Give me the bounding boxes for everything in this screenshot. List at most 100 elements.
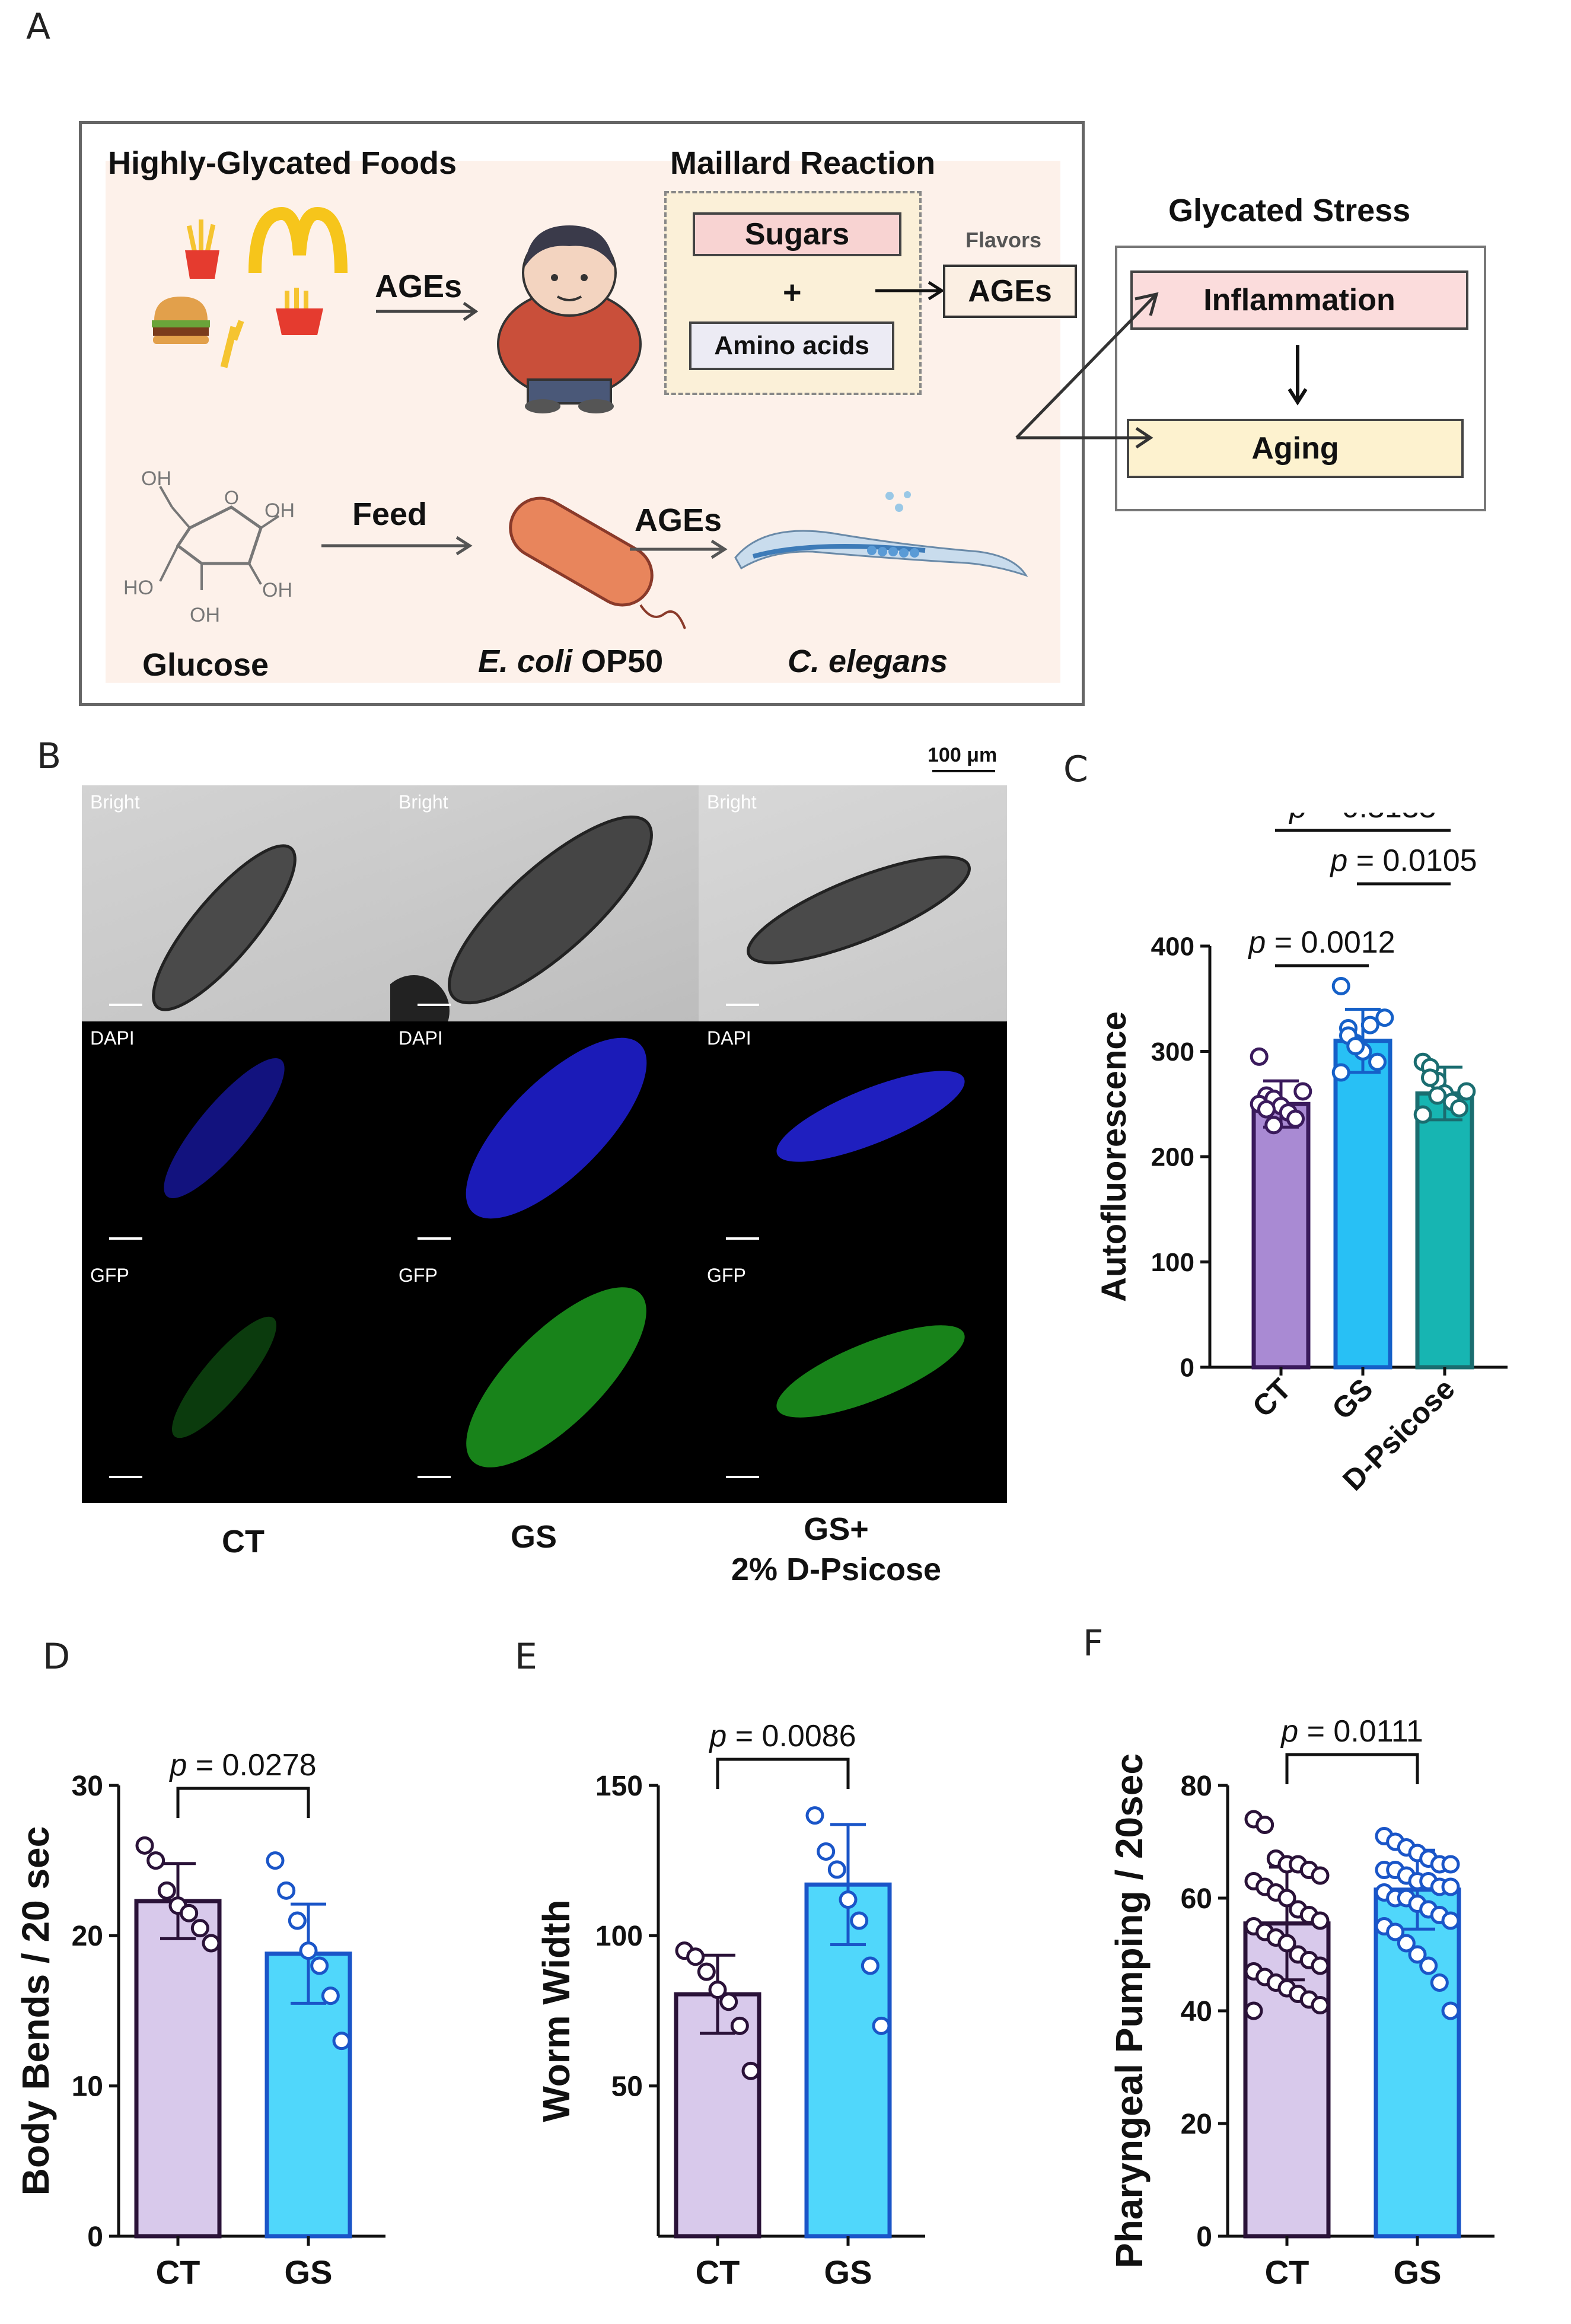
data-point [1408,1945,1427,1964]
p-value-label: p = 0.0111 [1280,1714,1423,1749]
y-tick-label: 20 [72,1921,103,1952]
burger-icon [152,297,210,344]
foods-title: Highly-Glycated Foods [108,145,457,181]
micro-bright-ct: Bright [82,785,390,1021]
data-point [190,1919,209,1938]
data-point [1255,1816,1274,1834]
data-point [805,1806,824,1825]
y-tick-label: 200 [1151,1142,1194,1171]
data-point [719,1992,738,2011]
bar-gs [1333,1039,1392,1370]
y-tick-label: 30 [72,1771,103,1802]
data-point [1413,1105,1432,1124]
data-point [180,1903,199,1922]
data-point [1311,1866,1330,1885]
row-label-gfp: GFP [399,1265,438,1286]
y-tick-label: 100 [1151,1248,1194,1277]
data-point [1375,1008,1394,1027]
p-symbol: p [1247,925,1266,960]
fries-icon [185,219,219,279]
data-point [741,2061,760,2080]
micro-dapi-ct: DAPI [82,1021,390,1259]
y-tick-label: 10 [72,2071,103,2102]
data-point [817,1842,836,1861]
data-point [202,1934,221,1953]
glucose-molecule-icon: OH O OH HO OH OH [123,467,295,626]
data-point [1386,1922,1405,1941]
maillard-arrow [875,281,945,301]
significance-bracket [1285,1753,1419,1784]
ages-box: AGEs [943,265,1077,318]
x-tick-label: CT [156,2253,200,2291]
bar-ct [1251,1101,1311,1370]
data-point [697,1962,716,1981]
y-tick-label: 80 [1181,1771,1212,1802]
p-value: = 0.0012 [1266,925,1395,960]
ecoli-italic: E. coli [478,644,573,679]
mol-oh-right-top: OH [265,499,295,522]
p-value-label: p = 0.0012 [1247,925,1395,960]
scale-mark [726,1004,759,1006]
data-point [1419,1956,1438,1975]
ages-arrow-2 [630,539,728,559]
chart-e: 50 100 150 Worm Width CT GS p = 0.0086 [535,1719,925,2291]
data-point [1277,1934,1296,1953]
p-symbol: p [168,1748,187,1782]
data-point [686,1947,705,1966]
data-point [1360,1015,1379,1034]
data-point [708,1981,727,2000]
x-tick-label: GS [824,2253,872,2291]
celegans-italic: C. elegans [788,644,948,679]
panel-letter-d: D [43,1636,71,1677]
scale-bar [932,770,995,772]
scale-mark [109,1237,142,1240]
ecoli-strain: OP50 [572,644,664,679]
data-point [1368,1052,1387,1071]
data-point [1250,1047,1269,1066]
data-point [146,1851,165,1870]
row-label-gfp: GFP [707,1265,746,1286]
p-value-label: p = 0.3133 [1288,813,1436,824]
scale-mark [109,1004,142,1006]
data-point [1397,1934,1416,1953]
data-point [1450,1099,1469,1118]
panel-letter-c: C [1063,749,1088,790]
mol-ring-o: O [224,487,239,508]
data-point [1293,1082,1312,1101]
y-tick-label: 300 [1151,1037,1194,1067]
worm-silhouette [448,815,653,1005]
worm-silhouette [152,844,297,1011]
celegans-worm-icon [734,491,1028,577]
data-point [1286,1109,1305,1128]
amino-acids-box: Amino acids [689,321,894,370]
p-symbol: p [1329,843,1347,878]
ages-arrow-label: AGEs [375,269,463,304]
scale-mark [418,1476,451,1478]
data-point [861,1956,879,1975]
maillard-title: Maillard Reaction [670,145,936,181]
row-label-dapi: DAPI [707,1027,751,1049]
gfp-signal [172,1316,276,1438]
micro-gfp-ct: GFP [82,1259,390,1503]
data-point [1346,1037,1365,1056]
micrograph-grid: Bright Bright Bright DAPI DAPI DAPI GFP … [82,785,1007,1503]
data-point [1430,1973,1449,1992]
obese-person-icon [497,225,642,413]
y-axis-label: Autofluorescence [1095,1011,1133,1302]
y-axis-label: Body Bends / 20 sec [14,1826,57,2195]
micro-gfp-psicose: GFP [699,1259,1007,1503]
ages-worm-label: AGEs [635,502,722,538]
mol-oh-top: OH [141,467,171,490]
food-icons [152,206,348,368]
y-tick-label: 100 [595,1921,643,1952]
ecoli-label: E. coli OP50 [478,643,663,680]
data-point [872,2016,891,2035]
data-point [1441,2001,1460,2020]
condition-label-psicose: GS+ 2% D-Psicose [731,1511,942,1587]
flavors-label: Flavors [965,228,1042,252]
data-point [157,1881,176,1900]
micro-dapi-gs: DAPI [390,1021,699,1259]
p-value: = 0.0105 [1347,843,1477,878]
y-axis-label: Worm Width [535,1899,578,2122]
p-value: = 0.0278 [187,1748,316,1782]
